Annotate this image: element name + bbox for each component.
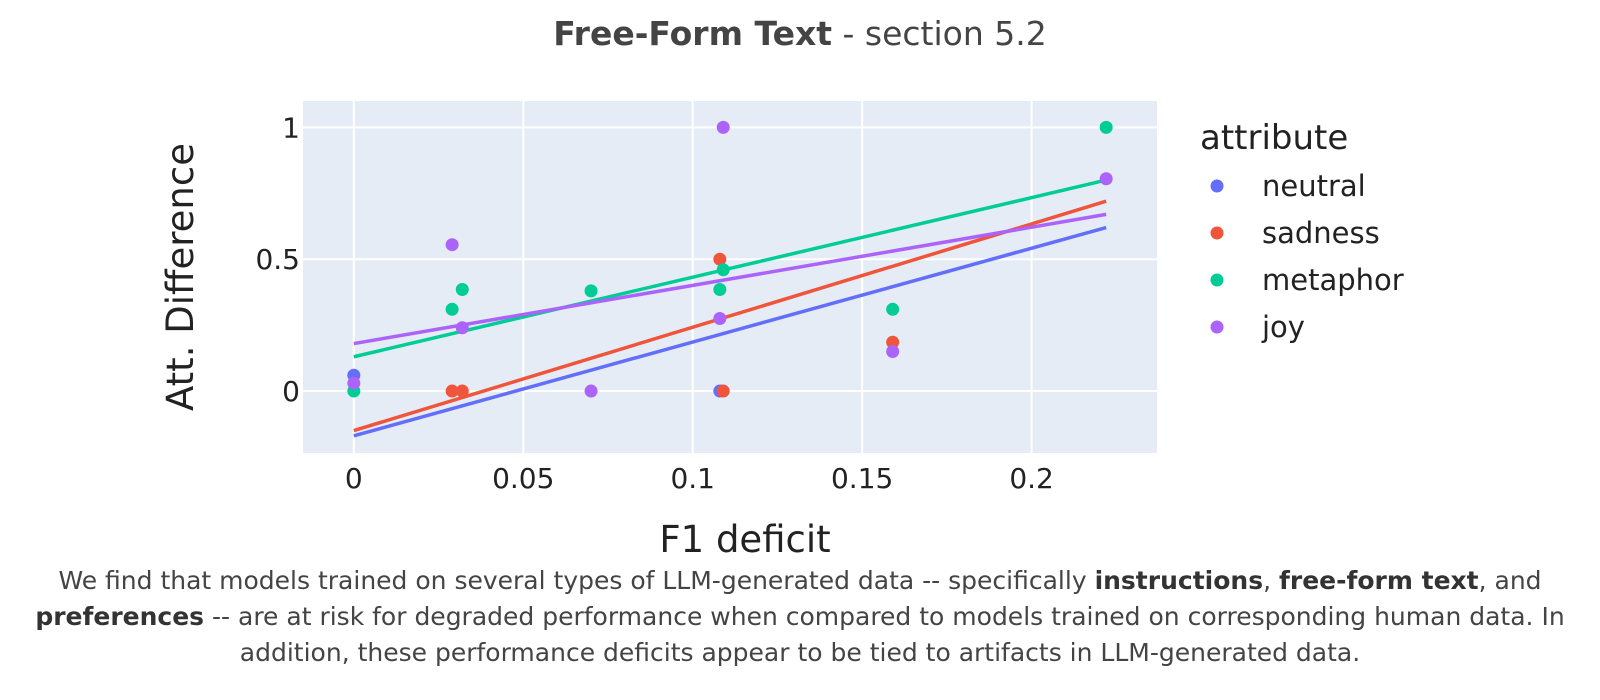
trendlines <box>353 178 1107 438</box>
legend: attribute neutral sadness metaphor joy <box>1200 118 1404 344</box>
point-metaphor <box>716 263 730 277</box>
chart-title: Free-Form Text - section 5.2 <box>0 14 1600 53</box>
point-sadness <box>716 384 730 398</box>
point-joy <box>716 120 730 134</box>
caption: We find that models trained on several t… <box>30 563 1570 671</box>
point-metaphor <box>445 302 459 316</box>
grid-lines <box>303 101 1157 453</box>
y-tick-label: 0.5 <box>255 243 300 276</box>
x-axis-title: F1 deficit <box>659 518 830 560</box>
point-joy <box>455 321 469 335</box>
point-metaphor <box>886 302 900 316</box>
point-joy <box>1099 172 1113 186</box>
point-joy <box>445 238 459 252</box>
x-tick-label: 0 <box>345 462 363 495</box>
legend-label-metaphor: metaphor <box>1262 263 1404 297</box>
legend-label-joy: joy <box>1261 310 1305 344</box>
point-sadness <box>455 384 469 398</box>
legend-marker-neutral <box>1210 179 1224 193</box>
x-tick-label: 0.1 <box>670 462 715 495</box>
point-metaphor <box>584 284 598 298</box>
y-tick-label: 0 <box>282 375 300 408</box>
point-metaphor <box>455 283 469 297</box>
caption-bold-preferences: preferences <box>35 602 205 631</box>
caption-text-2: , <box>1263 566 1279 595</box>
legend-items: neutral sadness metaphor joy <box>1210 169 1404 344</box>
trendline-joy <box>353 212 1107 346</box>
plot-background <box>303 101 1157 453</box>
point-joy <box>886 344 900 358</box>
data-points <box>347 120 1113 398</box>
point-joy <box>584 384 598 398</box>
trendline-sadness <box>353 199 1107 433</box>
trendline-neutral <box>353 225 1107 438</box>
point-joy <box>713 312 727 326</box>
caption-text-1: We find that models trained on several t… <box>58 566 1095 595</box>
legend-label-neutral: neutral <box>1262 169 1366 203</box>
point-metaphor <box>1099 120 1113 134</box>
y-axis-title: Att. Difference <box>159 143 202 411</box>
legend-label-sadness: sadness <box>1262 216 1380 250</box>
point-sadness <box>713 252 727 266</box>
caption-bold-free-form-text: free-form text <box>1279 566 1479 595</box>
legend-marker-metaphor <box>1210 273 1224 287</box>
point-sadness <box>886 335 900 349</box>
point-joy <box>347 376 361 390</box>
chart-title-bold: Free-Form Text <box>553 14 833 53</box>
chart-title-suffix: - section 5.2 <box>832 14 1047 53</box>
x-tick-label: 0.05 <box>492 462 554 495</box>
point-metaphor <box>713 283 727 297</box>
caption-text-3: , and <box>1478 566 1542 595</box>
trendline-metaphor <box>353 178 1107 359</box>
caption-text-4: -- are at risk for degraded performance … <box>204 602 1565 667</box>
scatter-chart: 0 0.05 0.1 0.15 0.2 0 0.5 1 F1 deficit Att. Dif… <box>159 101 1404 560</box>
caption-bold-instructions: instructions <box>1094 566 1264 595</box>
legend-title: attribute <box>1200 118 1348 158</box>
x-tick-label: 0.15 <box>831 462 893 495</box>
x-tick-label: 0.2 <box>1009 462 1054 495</box>
y-tick-label: 1 <box>282 111 300 144</box>
legend-marker-sadness <box>1210 226 1224 240</box>
legend-marker-joy <box>1210 320 1224 334</box>
tick-labels: 0 0.05 0.1 0.15 0.2 0 0.5 1 <box>255 111 1053 495</box>
point-sadness <box>445 384 459 398</box>
